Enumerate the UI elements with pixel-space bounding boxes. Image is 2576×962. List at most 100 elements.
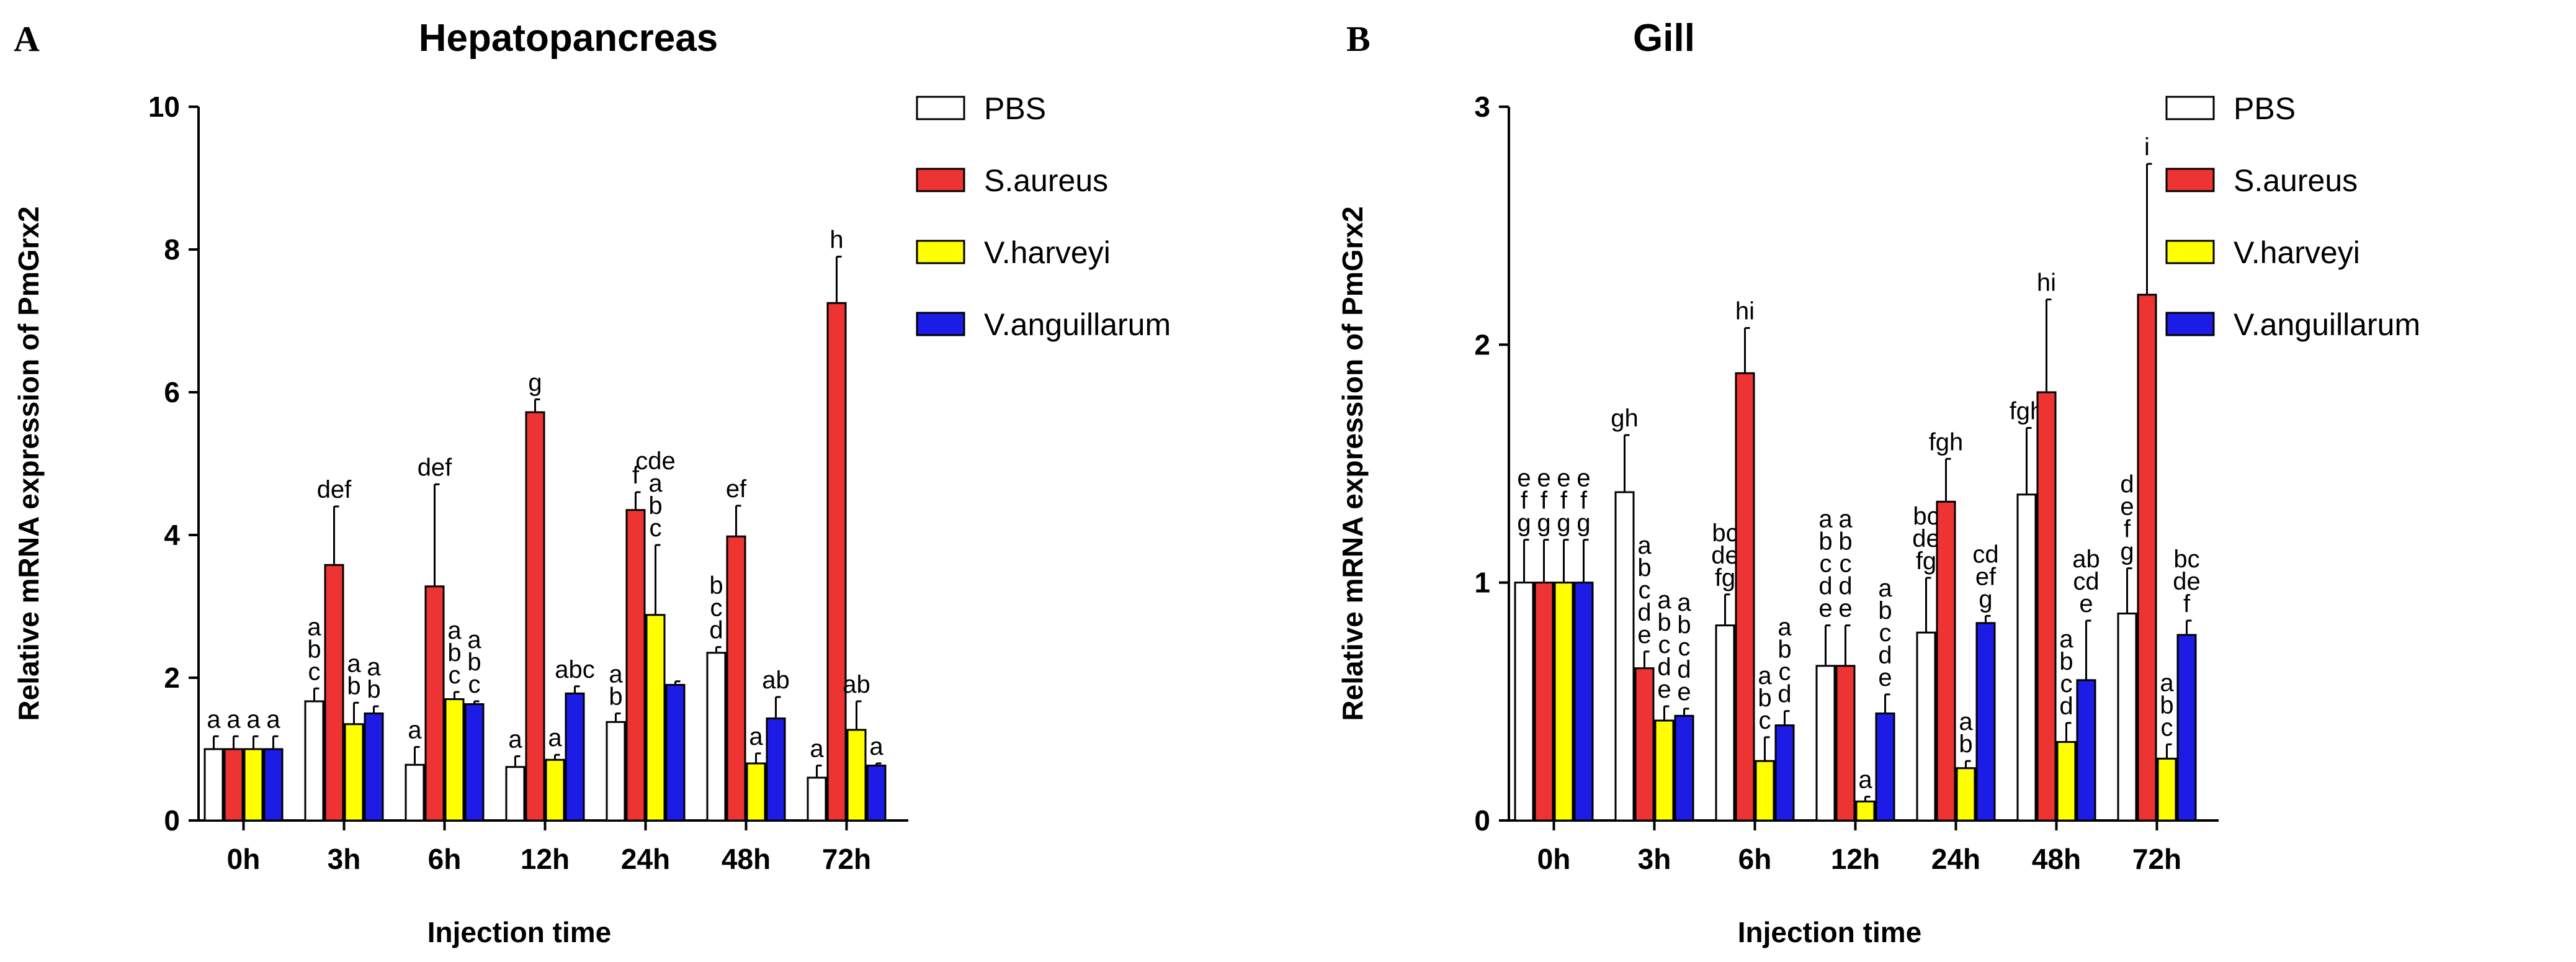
- significance-label: c: [468, 671, 481, 698]
- significance-label: a: [1959, 708, 1973, 735]
- significance-label: c: [1678, 634, 1691, 661]
- significance-label: f: [2124, 516, 2131, 543]
- bar: [545, 758, 565, 822]
- panel-letter: A: [14, 19, 40, 59]
- significance-label: b: [367, 676, 380, 703]
- significance-label: e: [1657, 676, 1671, 703]
- bar: [1514, 582, 1534, 822]
- significance-label: e: [1576, 465, 1590, 492]
- significance-label: b: [1637, 554, 1651, 582]
- significance-label: e: [1517, 465, 1531, 492]
- significance-label: e: [1818, 595, 1832, 623]
- bar: [1634, 667, 1655, 822]
- significance-label: d: [1677, 656, 1691, 683]
- significance-label: ab: [762, 667, 790, 694]
- significance-label: a: [367, 654, 381, 681]
- bar: [866, 764, 887, 822]
- significance-label: b: [648, 492, 662, 519]
- y-tick-label: 10: [148, 91, 180, 123]
- significance-label: a: [1858, 766, 1872, 794]
- legend-swatch: [2165, 240, 2215, 264]
- bar: [565, 692, 585, 822]
- significance-label: c: [1840, 551, 1852, 578]
- significance-label: a: [548, 724, 562, 752]
- significance-label: b: [2160, 691, 2173, 719]
- bar: [304, 700, 324, 822]
- bar: [1614, 491, 1635, 822]
- bar: [424, 585, 445, 822]
- significance-label: a: [508, 726, 522, 753]
- chart-title: Hepatopancreas: [419, 17, 718, 60]
- bar: [1735, 372, 1755, 822]
- significance-label: g: [1557, 510, 1570, 537]
- significance-label: de: [1711, 542, 1739, 569]
- bar: [525, 411, 545, 822]
- significance-label: b: [1758, 685, 1771, 712]
- significance-label: def: [317, 476, 352, 503]
- significance-label: b: [609, 683, 622, 711]
- legend-swatch: [2165, 168, 2215, 192]
- significance-label: b: [1818, 528, 1832, 555]
- significance-label: e: [1878, 664, 1892, 691]
- y-tick-label: 2: [164, 662, 180, 694]
- legend-swatch: [916, 312, 965, 336]
- x-tick-label: 12h: [1831, 843, 1880, 875]
- x-tick-label: 12h: [521, 843, 570, 875]
- significance-label: a: [467, 626, 481, 654]
- significance-label: ef: [1975, 563, 1997, 590]
- significance-label: a: [1878, 575, 1892, 602]
- significance-label: a: [246, 706, 261, 733]
- significance-label: b: [1778, 636, 1791, 663]
- significance-label: a: [1637, 532, 1652, 559]
- significance-label: d: [1838, 573, 1852, 600]
- x-tick-label: 6h: [1738, 843, 1772, 875]
- significance-label: e: [1677, 678, 1691, 706]
- chart-panel-a: A Hepatopancreas Relative mRNA expression …: [12, 17, 1171, 948]
- x-tick-label: 48h: [2032, 843, 2081, 875]
- significance-label: a: [2059, 626, 2073, 653]
- significance-label: f: [1560, 487, 1568, 515]
- legend-entry: PBS: [2234, 91, 2296, 126]
- significance-label: b: [447, 639, 461, 667]
- significance-label: a: [648, 470, 663, 497]
- significance-label: f: [1580, 487, 1588, 515]
- bar: [444, 698, 465, 822]
- significance-label: ef: [726, 475, 747, 503]
- significance-label: c: [2161, 714, 2173, 741]
- legend-swatch: [916, 96, 965, 120]
- significance-label: c: [1639, 577, 1651, 604]
- significance-label: b: [2059, 648, 2073, 675]
- significance-label: e: [1637, 621, 1651, 649]
- bar: [344, 723, 364, 822]
- significance-label: hi: [1735, 298, 1755, 325]
- x-tick-label: 3h: [1638, 843, 1671, 875]
- significance-label: b: [307, 636, 321, 663]
- significance-label: a: [408, 717, 422, 744]
- significance-label: d: [2059, 693, 2073, 720]
- significance-label: d: [1878, 642, 1892, 669]
- significance-label: a: [1838, 506, 1853, 533]
- significance-label: a: [749, 723, 763, 750]
- significance-label: a: [2160, 669, 2174, 696]
- significance-label: c: [1658, 631, 1671, 659]
- x-tick-label: 3h: [328, 843, 361, 875]
- x-tick-label: 0h: [1537, 843, 1571, 875]
- significance-label: f: [1521, 487, 1528, 515]
- bar: [2157, 757, 2177, 822]
- bar: [203, 748, 224, 822]
- legend-swatch: [2165, 96, 2215, 120]
- significance-label: ab: [843, 671, 870, 698]
- significance-label: d: [1818, 573, 1832, 600]
- significance-label: a: [347, 650, 361, 677]
- legend-entry: PBS: [984, 91, 1046, 126]
- significance-label: cd: [1972, 541, 1998, 568]
- significance-label: cd: [2073, 568, 2099, 595]
- bar: [726, 535, 746, 822]
- significance-label: bc: [1712, 519, 1738, 547]
- significance-label: g: [1979, 585, 1992, 613]
- significance-label: a: [609, 661, 623, 688]
- significance-label: i: [2144, 133, 2150, 161]
- significance-label: a: [1818, 506, 1833, 533]
- bar: [2137, 294, 2157, 822]
- significance-label: fgh: [1929, 428, 1964, 456]
